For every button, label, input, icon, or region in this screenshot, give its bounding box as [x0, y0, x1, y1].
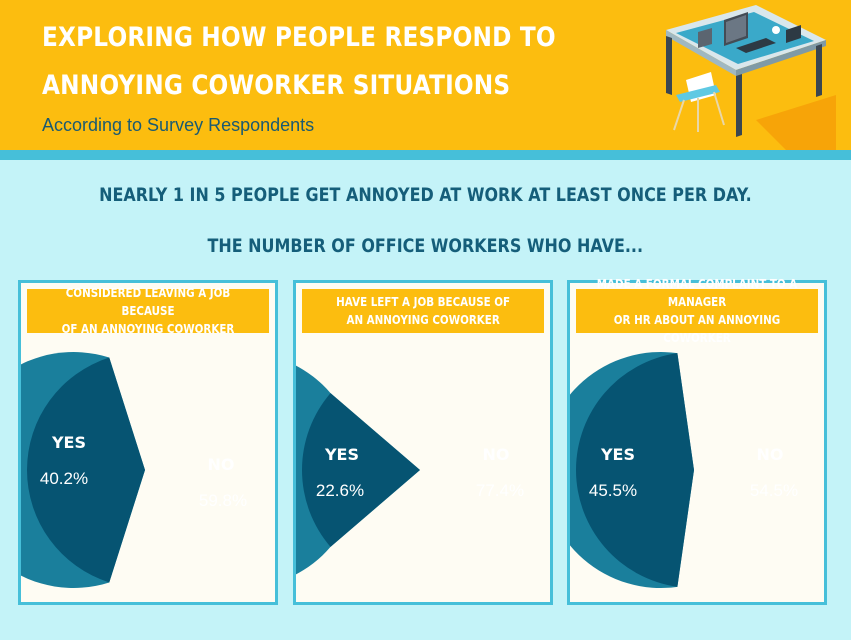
pie-slice-yes [576, 353, 694, 587]
pie-value-yes: 40.2% [40, 469, 88, 488]
header-divider [0, 150, 851, 160]
pie-panel-left-job: HAVE LEFT A JOB BECAUSE OF AN ANNOYING C… [293, 280, 553, 605]
pie-title: CONSIDERED LEAVING A JOB BECAUSE OF AN A… [27, 286, 269, 336]
pie-chart-left-job: YES 22.6% NO 77.4% [296, 365, 524, 575]
pie-title: MADE A FORMAL COMPLAINT TO A MANAGER OR … [576, 277, 818, 345]
pie-value-no: 59.8% [199, 491, 247, 510]
page-title-line-1: EXPLORING HOW PEOPLE RESPOND TO [42, 22, 556, 53]
pie-value-yes: 45.5% [589, 481, 637, 500]
page-title-line-2: ANNOYING COWORKER SITUATIONS [42, 70, 511, 101]
pie-label-yes: YES [51, 433, 86, 452]
pie-label-yes: YES [600, 445, 635, 464]
pie-chart-considered-leaving: YES 40.2% NO 59.8% [21, 352, 247, 589]
pie-title: HAVE LEFT A JOB BECAUSE OF AN ANNOYING C… [302, 289, 544, 333]
pie-panel-considered-leaving: CONSIDERED LEAVING A JOB BECAUSE OF AN A… [18, 280, 278, 605]
pie-value-no: 77.4% [476, 481, 524, 500]
pie-value-no: 54.5% [750, 481, 798, 500]
pie-chart-formal-complaint: YES 45.5% NO 54.5% [570, 352, 798, 588]
section-heading: THE NUMBER OF OFFICE WORKERS WHO HAVE... [207, 235, 644, 257]
pie-panel-formal-complaint: MADE A FORMAL COMPLAINT TO A MANAGER OR … [567, 277, 827, 605]
office-desk-illustration [666, 5, 836, 150]
pie-value-yes: 22.6% [316, 481, 364, 500]
pie-label-no: NO [208, 455, 235, 474]
page-subtitle: According to Survey Respondents [42, 115, 315, 135]
pie-slice-yes [26, 357, 145, 583]
pie-slice-yes [302, 393, 420, 547]
pie-label-no: NO [483, 445, 510, 464]
headline: NEARLY 1 IN 5 PEOPLE GET ANNOYED AT WORK… [99, 184, 752, 206]
pie-label-no: NO [757, 445, 784, 464]
pie-label-yes: YES [324, 445, 359, 464]
